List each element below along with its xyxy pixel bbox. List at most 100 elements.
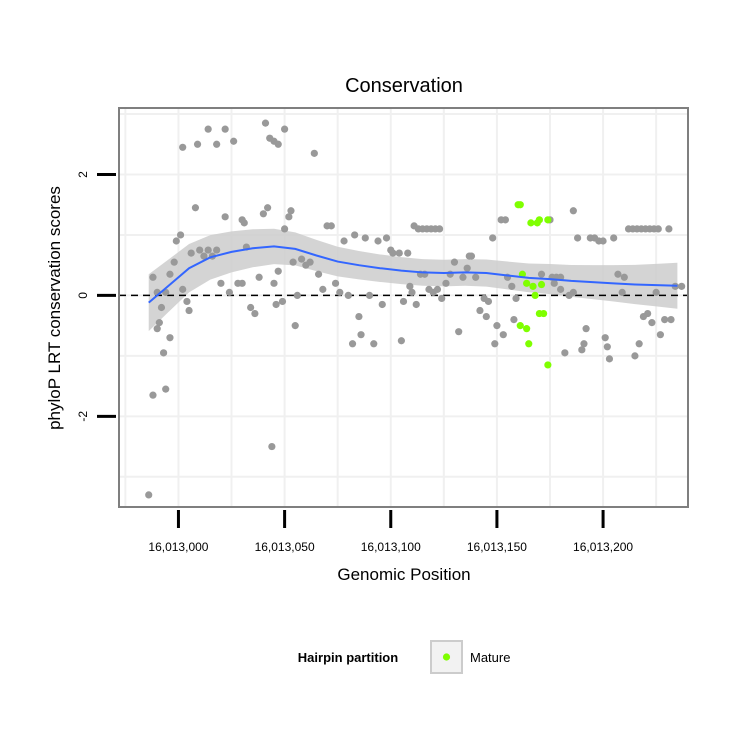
data-point xyxy=(187,249,195,257)
data-point xyxy=(185,306,193,315)
data-point xyxy=(603,343,611,351)
data-point-mature xyxy=(544,216,552,224)
data-point xyxy=(389,249,397,257)
data-point xyxy=(289,258,297,266)
data-point-mature xyxy=(516,201,524,209)
data-point xyxy=(204,125,212,133)
legend-label-mature: Mature xyxy=(470,650,510,665)
data-point xyxy=(213,140,221,148)
y-tick-label: 0 xyxy=(76,292,90,299)
data-point xyxy=(149,391,157,399)
data-point xyxy=(476,306,484,315)
data-point xyxy=(297,255,306,263)
data-point-mature xyxy=(535,216,543,224)
data-point xyxy=(331,279,340,287)
y-tick-label: -2 xyxy=(76,411,90,422)
data-points xyxy=(145,119,686,499)
data-point xyxy=(399,297,408,306)
data-point xyxy=(661,315,669,324)
data-point xyxy=(578,346,586,354)
data-point xyxy=(274,267,282,275)
data-point xyxy=(493,322,501,330)
data-point xyxy=(145,491,153,499)
data-point xyxy=(450,258,459,266)
data-point xyxy=(610,234,618,242)
data-point xyxy=(344,291,352,300)
data-point xyxy=(499,331,507,339)
data-point xyxy=(678,282,686,290)
data-point xyxy=(442,279,450,287)
plot-panel-border xyxy=(118,107,689,508)
data-point xyxy=(654,225,662,233)
x-tick-label: 16,013,100 xyxy=(361,540,421,554)
data-point xyxy=(412,300,420,309)
x-axis: 16,013,000 16,013,050 16,013,100 16,013,150… xyxy=(148,510,633,554)
data-point xyxy=(463,264,471,272)
x-tick-label: 16,013,000 xyxy=(148,540,208,554)
data-point xyxy=(314,270,323,278)
data-point xyxy=(327,222,335,230)
data-point xyxy=(378,300,386,309)
data-point xyxy=(179,143,187,151)
data-point xyxy=(340,237,348,245)
data-point xyxy=(635,340,643,348)
data-point xyxy=(433,285,442,293)
data-point xyxy=(351,231,359,239)
legend-key-mature-dot xyxy=(442,653,451,661)
data-point xyxy=(446,270,454,278)
data-point xyxy=(489,234,497,242)
data-point xyxy=(221,213,229,221)
data-point-mature xyxy=(544,361,552,369)
data-point xyxy=(510,315,518,324)
chart-title: Conservation xyxy=(345,75,463,97)
data-point xyxy=(251,309,259,318)
data-point xyxy=(406,282,414,290)
data-point xyxy=(238,279,246,287)
data-point xyxy=(482,312,490,321)
data-point xyxy=(656,331,664,339)
data-point xyxy=(155,319,163,327)
data-point-mature xyxy=(516,322,524,330)
data-point xyxy=(264,204,272,212)
data-point xyxy=(287,207,295,215)
data-point xyxy=(569,288,577,296)
data-point xyxy=(605,355,614,363)
data-point-mature xyxy=(525,340,533,348)
data-point xyxy=(291,322,299,330)
data-point-mature xyxy=(523,325,531,333)
data-point xyxy=(631,352,639,360)
data-point xyxy=(491,340,499,348)
data-point xyxy=(230,137,238,145)
data-point xyxy=(255,273,263,281)
data-point xyxy=(648,319,656,327)
data-point xyxy=(557,285,565,293)
data-point xyxy=(435,225,444,233)
data-point xyxy=(365,291,374,300)
data-point-mature xyxy=(529,282,537,290)
data-point-mature xyxy=(531,291,539,300)
data-point xyxy=(162,385,170,393)
data-point xyxy=(336,288,344,296)
data-point xyxy=(278,297,287,306)
data-point xyxy=(157,303,166,312)
data-point xyxy=(310,149,318,157)
data-point-mature xyxy=(523,279,531,287)
data-point xyxy=(293,291,301,300)
x-tick-label: 16,013,200 xyxy=(573,540,633,554)
data-point xyxy=(261,119,270,127)
data-point xyxy=(357,331,365,339)
legend-title: Hairpin partition xyxy=(298,650,398,665)
data-point xyxy=(374,237,382,245)
data-point-mature xyxy=(540,309,548,318)
y-axis-title: phyloP LRT conservation scores xyxy=(45,186,64,430)
data-point xyxy=(193,140,202,148)
data-point xyxy=(512,294,520,303)
data-point xyxy=(667,315,675,324)
data-point xyxy=(319,285,327,293)
data-point xyxy=(618,288,626,296)
data-point-mature xyxy=(527,219,535,227)
data-point xyxy=(438,294,446,303)
data-point xyxy=(467,252,476,260)
data-point xyxy=(665,225,673,233)
data-point xyxy=(281,225,289,233)
